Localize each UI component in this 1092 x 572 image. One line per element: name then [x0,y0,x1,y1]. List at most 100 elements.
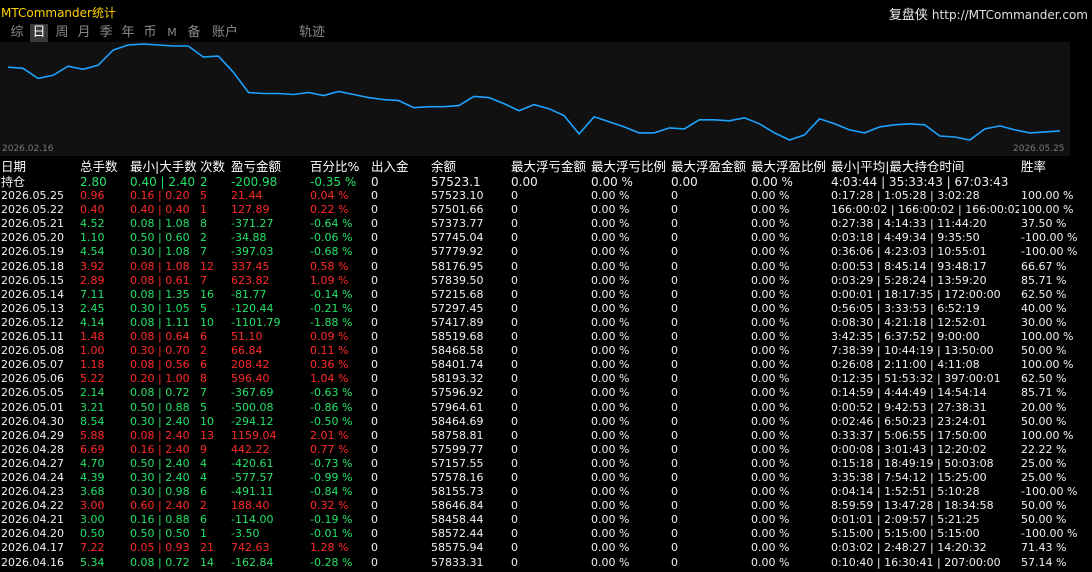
cell-pnl: 337.45 [231,259,270,273]
col-mfl-pct[interactable]: 最大浮亏比例 [591,159,667,174]
holding-mfl-pct: 0.00 % [591,175,633,189]
col-lots[interactable]: 总手数 [80,159,118,174]
col-hold-time[interactable]: 最小|平均|最大持仓时间 [831,159,965,174]
cell-balance: 58464.69 [431,414,484,428]
table-row[interactable]: 2026.04.20 0.50 0.50 | 0.50 1 -3.50 -0.01 % 0 5… [0,527,1092,541]
table-row[interactable]: 2026.05.12 4.14 0.08 | 1.11 10 -1101.79 -1.88… [0,316,1092,330]
cell-date: 2026.04.16 [1,555,64,569]
table-row[interactable]: 2026.04.28 6.69 0.16 | 2.40 9 442.22 0.77 % 0 5… [0,443,1092,457]
table-row[interactable]: 2026.04.24 4.39 0.30 | 2.40 4 -577.57 -0.99 %… [0,471,1092,485]
cell-mfl-pct: 0.00 % [591,203,630,217]
tab-account[interactable]: 账户 [211,25,238,40]
table-row[interactable]: 2026.05.19 4.54 0.30 | 1.08 7 -397.03 -0.68 %… [0,245,1092,259]
table-row[interactable]: 2026.05.11 1.48 0.08 | 0.64 6 51.10 0.09 % 0 58… [0,330,1092,344]
tab-year[interactable]: 年 [121,25,135,40]
cell-mfp-amt: 0 [671,527,678,541]
cell-mfp-amt: 0 [671,400,678,414]
cell-lots: 4.14 [80,315,105,329]
col-mfp-pct[interactable]: 最大浮盈比例 [751,159,827,174]
tab-month[interactable]: 月 [77,25,91,40]
cell-pnl: 596.40 [231,372,270,386]
table-row[interactable]: 2026.04.21 3.00 0.16 | 0.88 6 -114.00 -0.19 %… [0,513,1092,527]
cell-mfp-amt: 0 [671,456,678,470]
tab-note[interactable]: 备 [187,25,201,40]
cell-balance: 58458.44 [431,513,484,527]
holding-io: 0 [371,175,379,189]
cell-pct: 2.01 % [310,428,349,442]
col-winrate[interactable]: 胜率 [1021,159,1047,174]
cell-io: 0 [371,527,378,541]
col-mfl-amt[interactable]: 最大浮亏金额 [511,159,587,174]
col-pnl[interactable]: 盈亏金额 [231,159,282,174]
table-row[interactable]: 2026.05.20 1.10 0.50 | 0.60 2 -34.88 -0.06 % 0… [0,231,1092,245]
table-row[interactable]: 2026.05.07 1.18 0.08 | 0.56 6 208.42 0.36 % 0 5… [0,358,1092,372]
cell-mfl-pct: 0.00 % [591,217,630,231]
col-io[interactable]: 出入金 [371,159,409,174]
table-row[interactable]: 2026.05.15 2.89 0.08 | 0.61 7 623.82 1.09 % 0 5… [0,274,1092,288]
cell-count: 6 [200,330,207,344]
table-row[interactable]: 2026.05.08 1.00 0.30 | 0.70 2 66.84 0.11 % 0 58… [0,344,1092,358]
table-row[interactable]: 2026.05.22 0.40 0.40 | 0.40 1 127.89 0.22 % 0 5… [0,203,1092,217]
cell-winrate: 71.43 % [1021,541,1067,555]
table-row[interactable]: 2026.04.23 3.68 0.30 | 0.98 6 -491.11 -0.84 %… [0,485,1092,499]
tab-week[interactable]: 周 [55,25,69,40]
cell-hold-time: 0:03:29 | 5:28:24 | 13:59:20 [831,273,987,287]
cell-mfp-pct: 0.00 % [751,555,790,569]
cell-lots: 1.18 [80,358,105,372]
brand-name[interactable]: 复盘侠 [888,8,928,23]
tab-quarter[interactable]: 季 [99,25,113,40]
cell-date: 2026.04.20 [1,527,64,541]
table-row[interactable]: 2026.04.16 5.34 0.08 | 0.72 14 -162.84 -0.28 … [0,556,1092,570]
cell-count: 6 [200,513,207,527]
table-row[interactable]: 2026.05.01 3.21 0.50 | 0.88 5 -500.08 -0.86 %… [0,401,1092,415]
cell-count: 8 [200,217,207,231]
holding-hold-time: 4:03:44 | 35:33:43 | 67:03:43 [831,175,1009,189]
cell-winrate: 50.00 % [1021,344,1067,358]
col-minmax[interactable]: 最小|大手数 [130,159,197,174]
table-row[interactable]: 2026.05.25 0.96 0.16 | 0.20 5 21.44 0.04 % 0 57… [0,189,1092,203]
holding-row[interactable]: 持仓 2.80 0.40 | 2.40 2 -200.98 -0.35 % 0 … [0,175,1092,189]
table-row[interactable]: 2026.05.18 3.92 0.08 | 1.08 12 337.45 0.58 % 0… [0,260,1092,274]
tab-track[interactable]: 轨迹 [298,25,325,40]
col-mfp-amt[interactable]: 最大浮盈金额 [671,159,747,174]
table-row[interactable]: 2026.05.05 2.14 0.08 | 0.72 7 -367.69 -0.63 %… [0,386,1092,400]
cell-mfp-amt: 0 [671,555,678,569]
col-balance[interactable]: 余额 [431,159,457,174]
table-row[interactable]: 2026.04.29 5.88 0.08 | 2.40 13 1159.04 2.01 %… [0,429,1092,443]
tab-m[interactable]: M [167,26,177,39]
table-row[interactable]: 2026.05.21 4.52 0.08 | 1.08 8 -371.27 -0.64 %… [0,217,1092,231]
table-row[interactable]: 2026.04.27 4.70 0.50 | 2.40 4 -420.61 -0.73 %… [0,457,1092,471]
cell-pnl: -1101.79 [231,315,281,329]
col-pct[interactable]: 百分比% [310,159,360,174]
cell-balance: 58193.32 [431,372,484,386]
col-count[interactable]: 次数 [200,159,226,174]
cell-pct: 0.58 % [310,259,349,273]
table-row[interactable]: 2026.04.17 7.22 0.05 | 0.93 21 742.63 1.28 % 0… [0,541,1092,555]
brand-url[interactable]: http://MTCommander.com [931,8,1088,22]
cell-hold-time: 0:02:46 | 6:50:23 | 23:24:01 [831,414,987,428]
cell-pnl: -3.50 [231,527,260,541]
cell-mfl-pct: 0.00 % [591,301,630,315]
table-row[interactable]: 2026.05.06 5.22 0.20 | 1.00 8 596.40 1.04 % 0 5… [0,372,1092,386]
tab-day[interactable]: 日 [30,24,48,42]
tab-currency[interactable]: 币 [143,25,157,40]
cell-balance: 57745.04 [431,231,484,245]
cell-pnl: -371.27 [231,217,274,231]
cell-hold-time: 0:04:14 | 1:52:51 | 5:10:28 [831,485,980,499]
tab-summary[interactable]: 综 [10,25,24,40]
cell-hold-time: 0:15:18 | 18:49:19 | 50:03:08 [831,456,994,470]
cell-mfl-pct: 0.00 % [591,555,630,569]
cell-balance: 58468.58 [431,344,484,358]
cell-io: 0 [371,315,378,329]
cell-mfp-pct: 0.00 % [751,485,790,499]
col-date[interactable]: 日期 [1,159,27,174]
cell-pct: -0.64 % [310,217,353,231]
table-row[interactable]: 2026.04.30 8.54 0.30 | 2.40 10 -294.12 -0.50 … [0,415,1092,429]
cell-mfl-amt: 0 [511,189,518,203]
table-row[interactable]: 2026.04.22 3.00 0.60 | 2.40 2 188.40 0.32 % 0 5… [0,499,1092,513]
brand[interactable]: 复盘侠 http://MTCommander.com [889,4,1088,23]
cell-pnl: 442.22 [231,442,270,456]
table-row[interactable]: 2026.05.13 2.45 0.30 | 1.05 5 -120.44 -0.21 %… [0,302,1092,316]
table-row[interactable]: 2026.05.14 7.11 0.08 | 1.35 16 -81.77 -0.14 %… [0,288,1092,302]
cell-balance: 58519.68 [431,330,484,344]
